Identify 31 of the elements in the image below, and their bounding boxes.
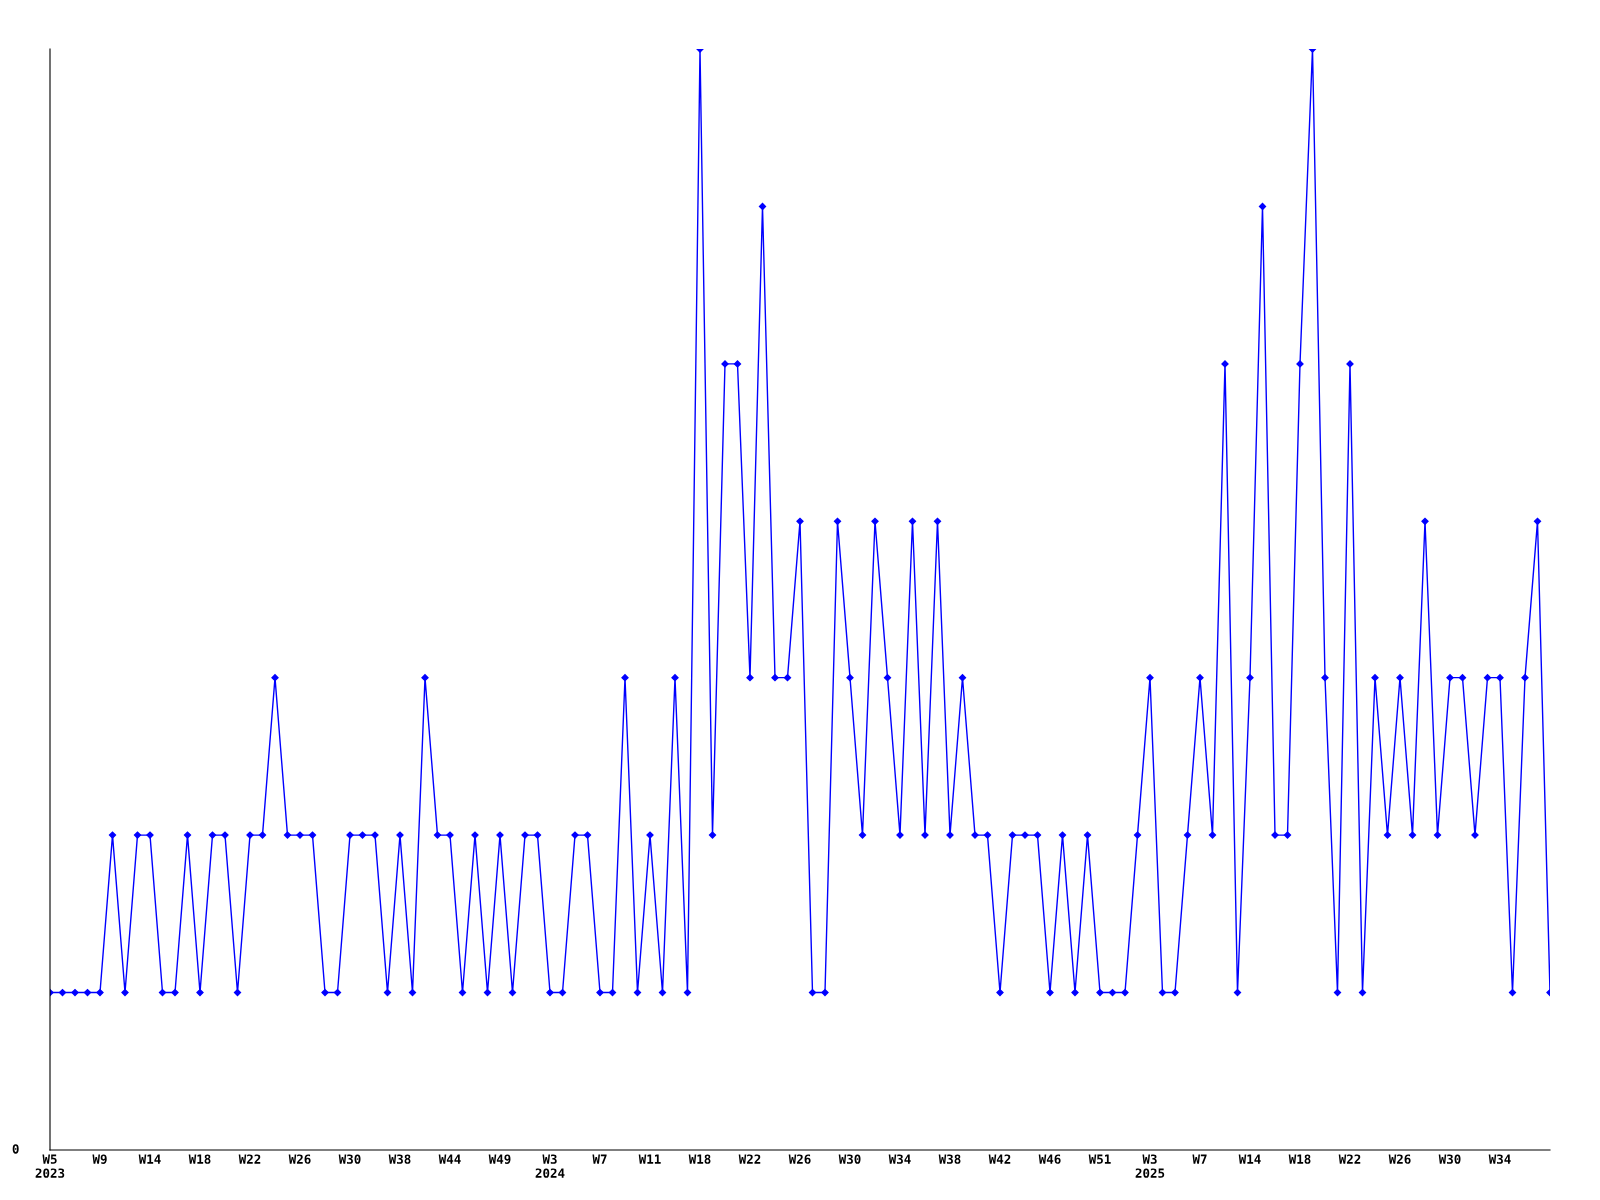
x-tick-label: W26 [288,1154,311,1164]
x-tick-label: W22 [1338,1154,1361,1164]
x-tick-label: W38 [388,1154,411,1164]
x-tick-label: W11 [638,1154,661,1164]
x-tick-label: W7 [592,1154,607,1164]
x-tick-label: W46 [1038,1154,1061,1164]
x-tick-label: W18 [188,1154,211,1164]
x-tick-label: W26 [788,1154,811,1164]
x-tick-label: W30 [838,1154,861,1164]
x-tick-label: W18 [688,1154,711,1164]
x-tick-label: W42 [988,1154,1011,1164]
x-tick-label: W14 [138,1154,161,1164]
x-tick-label: W51 [1088,1154,1111,1164]
x-tick-label: W5 2023 [35,1154,65,1178]
x-tick-label: W34 [1488,1154,1511,1164]
x-tick-label: W22 [238,1154,261,1164]
x-tick-label: W34 [888,1154,911,1164]
x-tick-label: W30 [1438,1154,1461,1164]
x-tick-label: W14 [1238,1154,1261,1164]
x-tick-label: W18 [1288,1154,1311,1164]
x-tick-label: W22 [738,1154,761,1164]
x-tick-label: W30 [338,1154,361,1164]
x-tick-label: W26 [1388,1154,1411,1164]
x-tick-label: W9 [92,1154,107,1164]
x-tick-label: W44 [438,1154,461,1164]
x-tick-label: W38 [938,1154,961,1164]
x-tick-label: W49 [488,1154,511,1164]
x-tick-label: W3 2024 [535,1154,565,1178]
x-tick-label: W3 2025 [1135,1154,1165,1178]
x-tick-label: W7 [1192,1154,1207,1164]
text: 0 [12,1144,19,1154]
